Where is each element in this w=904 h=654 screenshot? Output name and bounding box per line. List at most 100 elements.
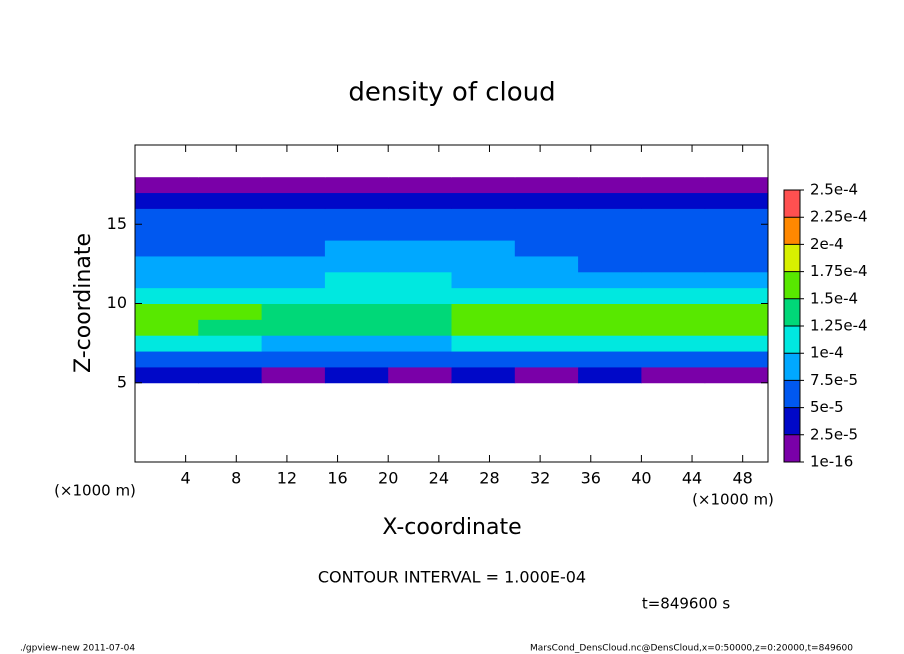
heatmap-cell <box>324 414 389 431</box>
heatmap-cell <box>388 287 452 304</box>
heatmap-cell <box>324 430 389 447</box>
heatmap-cell <box>198 240 263 257</box>
heatmap-cell <box>261 335 326 352</box>
x-tick-label: 36 <box>581 469 601 488</box>
x-tick-label: 4 <box>181 469 191 488</box>
heatmap-cell <box>198 255 263 273</box>
heatmap-cell <box>324 224 389 241</box>
heatmap-cell <box>135 303 199 320</box>
heatmap-cell <box>514 398 579 415</box>
heatmap-cell <box>135 414 199 431</box>
heatmap-cell <box>388 303 452 320</box>
colorbar-label: 2.5e-4 <box>810 181 858 199</box>
heatmap-cell <box>388 382 452 400</box>
heatmap-cell <box>578 446 642 463</box>
heatmap-cell <box>451 240 516 257</box>
heatmap-cell <box>514 255 579 273</box>
heatmap-cell <box>641 414 706 431</box>
heatmap-cell <box>261 398 326 415</box>
heatmap-cell <box>641 382 706 400</box>
heatmap-cell <box>388 366 452 384</box>
heatmap-cell <box>641 303 706 320</box>
colorbar-band <box>784 434 800 462</box>
heatmap-cell <box>388 335 452 352</box>
heatmap-cell <box>641 430 706 447</box>
heatmap-cell <box>514 224 579 241</box>
heatmap-cell <box>641 398 706 415</box>
heatmap-cell <box>704 255 769 273</box>
heatmap-cell <box>641 271 706 289</box>
heatmap-cell <box>324 351 389 368</box>
heatmap-cell <box>261 271 326 289</box>
heatmap-cell <box>324 287 389 304</box>
heatmap-cell <box>704 335 769 352</box>
heatmap-cell <box>388 398 452 415</box>
heatmap-cell <box>451 192 516 209</box>
heatmap-cell <box>514 287 579 304</box>
heatmap-cell <box>451 382 516 400</box>
heatmap-cell <box>324 240 389 257</box>
heatmap-cell <box>135 224 199 241</box>
heatmap-cell <box>261 303 326 320</box>
heatmap-cell <box>578 271 642 289</box>
heatmap-cell <box>641 366 706 384</box>
heatmap-cell <box>324 382 389 400</box>
chart-title: density of cloud <box>348 78 555 108</box>
heatmap-cell <box>135 255 199 273</box>
x-tick-label: 16 <box>327 469 347 488</box>
y-tick-label: 5 <box>117 372 127 391</box>
colorbar-label: 1e-4 <box>810 344 844 362</box>
heatmap-cell <box>135 160 199 178</box>
heatmap-cell <box>514 319 579 336</box>
heatmap-cell <box>198 319 263 336</box>
heatmap-cell <box>641 145 706 162</box>
heatmap-cell <box>704 224 769 241</box>
heatmap-cell <box>704 303 769 320</box>
heatmap-cell <box>641 335 706 352</box>
time-note: t=849600 s <box>642 595 730 613</box>
heatmap-cell <box>704 446 769 463</box>
heatmap-cell <box>198 366 263 384</box>
heatmap-cell <box>578 192 642 209</box>
colorbar-band <box>784 190 800 218</box>
heatmap-cell <box>324 160 389 178</box>
heatmap-cell <box>578 287 642 304</box>
heatmap-cell <box>514 176 579 194</box>
heatmap-cell <box>388 271 452 289</box>
footer-left: ./gpview-new 2011-07-04 <box>20 644 135 654</box>
heatmap-cell <box>641 240 706 257</box>
heatmap-cell <box>641 255 706 273</box>
heatmap-cell <box>578 366 642 384</box>
heatmap-cell <box>578 240 642 257</box>
heatmap-cell <box>641 176 706 194</box>
heatmap-cell <box>324 192 389 209</box>
heatmap-cell <box>261 366 326 384</box>
heatmap-cell <box>135 366 199 384</box>
x-tick-label: 32 <box>530 469 550 488</box>
heatmap-cell <box>641 319 706 336</box>
colorbar-label: 1e-16 <box>810 453 853 471</box>
heatmap-cell <box>135 382 199 400</box>
heatmap-cell <box>641 208 706 225</box>
heatmap-cell <box>514 192 579 209</box>
heatmap-cell <box>514 382 579 400</box>
heatmap-cell <box>388 414 452 431</box>
heatmap-cell <box>198 271 263 289</box>
heatmap-cell <box>198 382 263 400</box>
heatmap-cell <box>514 145 579 162</box>
heatmap-cell <box>261 446 326 463</box>
y-tick-label: 10 <box>107 293 127 312</box>
heatmap-cell <box>578 335 642 352</box>
heatmap-cell <box>451 176 516 194</box>
x-unit: (×1000 m) <box>692 491 774 509</box>
heatmap-cell <box>578 208 642 225</box>
colorbar-label: 2e-4 <box>810 235 844 253</box>
heatmap-cell <box>135 319 199 336</box>
colorbar-band <box>784 271 800 299</box>
heatmap-cell <box>514 446 579 463</box>
heatmap-cell <box>704 145 769 162</box>
heatmap-cell <box>324 303 389 320</box>
heatmap-cell <box>704 398 769 415</box>
heatmap-cell <box>578 414 642 431</box>
